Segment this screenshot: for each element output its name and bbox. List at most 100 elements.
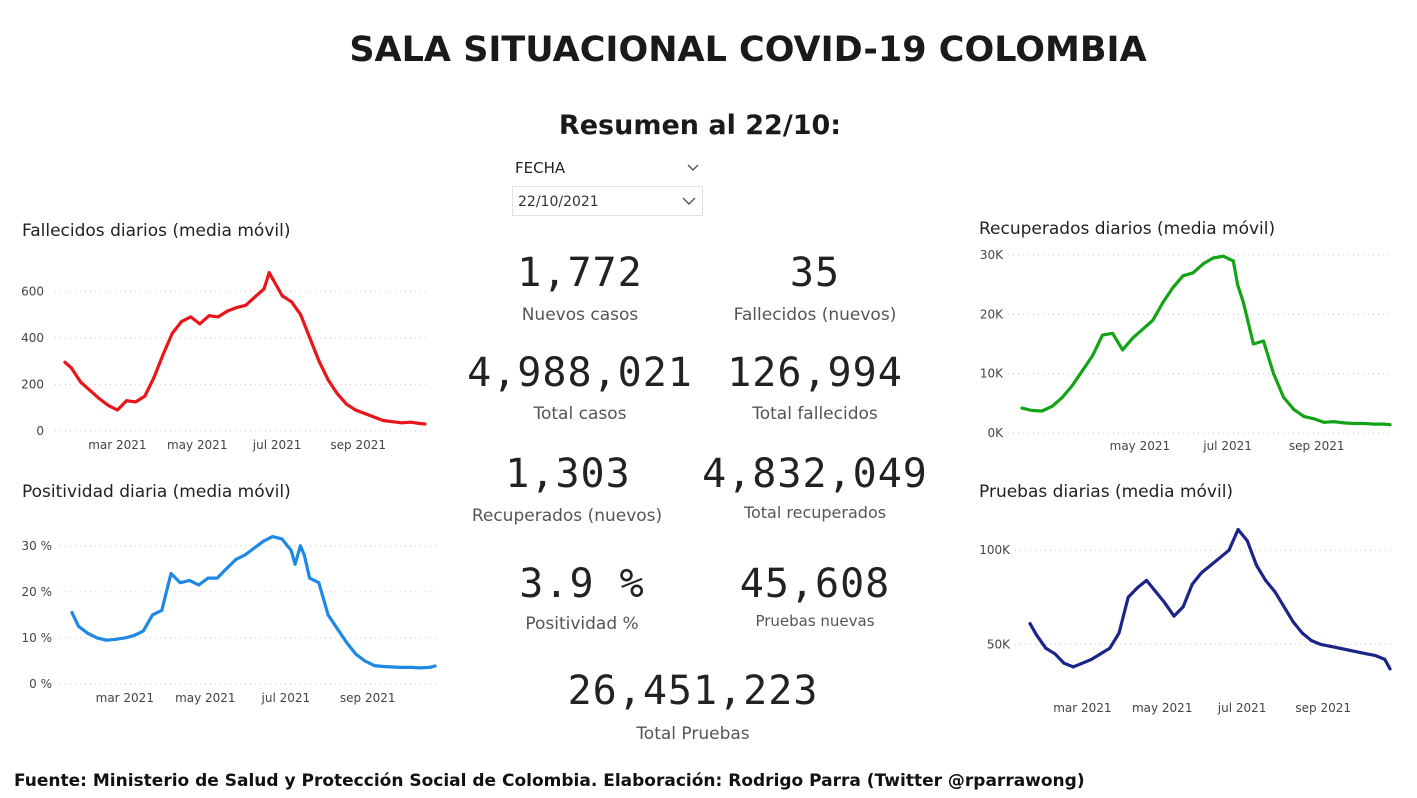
page-title: SALA SITUACIONAL COVID-19 COLOMBIA (349, 30, 1147, 70)
data-point (381, 419, 385, 423)
data-point (1101, 333, 1104, 337)
chart-pruebas: 50K 100K mar 2021 may 2021 jul 2021 sep 2021 (979, 527, 1392, 715)
data-point (302, 553, 306, 557)
data-point (1030, 408, 1034, 412)
chart-title-positividad: Positividad diaria (media móvil) (22, 482, 291, 502)
data-point (70, 366, 74, 370)
data-point (1231, 259, 1235, 263)
data-point (372, 415, 376, 419)
data-point (335, 392, 339, 396)
data-point (1264, 578, 1268, 582)
data-point (299, 313, 303, 317)
x-tick-label: jul 2021 (1217, 701, 1267, 715)
date-dropdown-value[interactable]: 22/10/2021 (518, 194, 599, 210)
x-tick-label: sep 2021 (340, 691, 396, 705)
y-tick-label: 30 % (22, 539, 53, 553)
data-point (1245, 539, 1249, 543)
y-tick-label: 10K (980, 367, 1004, 381)
data-point (1201, 262, 1205, 266)
kpi-label-total-casos: Total casos (533, 404, 627, 424)
data-point (363, 412, 367, 416)
data-point (1227, 548, 1231, 552)
data-point (280, 537, 284, 541)
y-tick-label: 30K (980, 248, 1004, 262)
data-point (1383, 657, 1387, 661)
data-point (1251, 342, 1255, 346)
data-point (1362, 422, 1366, 426)
data-point (1337, 646, 1341, 650)
kpi-value-fallecidos-nuevos: 35 (789, 250, 841, 296)
data-point (1126, 595, 1130, 599)
data-point (1328, 644, 1332, 648)
data-point (170, 331, 174, 335)
data-point (399, 421, 403, 425)
data-point (1282, 395, 1286, 399)
data-point (151, 613, 155, 617)
x-tick-label: may 2021 (175, 691, 236, 705)
kpi-label-total-pruebas: Total Pruebas (636, 724, 750, 744)
data-point (400, 665, 404, 669)
data-point (1241, 300, 1245, 304)
series-line (63, 271, 427, 426)
data-point (1071, 665, 1075, 669)
data-point (326, 378, 330, 382)
data-point (298, 544, 302, 548)
data-point (224, 567, 228, 571)
data-point (1020, 406, 1024, 410)
chart-title-recuperados: Recuperados diarios (media móvil) (979, 219, 1276, 239)
data-point (418, 422, 422, 426)
data-point (132, 634, 136, 638)
data-point (261, 539, 265, 543)
x-tick-label: jul 2021 (252, 438, 302, 452)
data-point (1151, 318, 1155, 322)
data-point (326, 613, 330, 617)
kpi-value-total-recuperados: 4,832,049 (702, 451, 928, 497)
x-tick-label: may 2021 (1132, 701, 1193, 715)
data-point (1190, 582, 1194, 586)
data-point (1273, 590, 1277, 594)
source-footer: Fuente: Ministerio de Salud y Protección… (14, 771, 1085, 791)
data-point (160, 608, 164, 612)
x-tick-label: jul 2021 (261, 691, 311, 705)
data-point (1053, 652, 1057, 656)
data-point (1181, 605, 1185, 609)
data-point (382, 664, 386, 668)
data-point (1300, 631, 1304, 635)
data-point (289, 300, 293, 304)
data-point (1035, 633, 1039, 637)
data-point (1355, 650, 1359, 654)
data-point (97, 396, 101, 400)
data-point (189, 315, 193, 319)
data-point (63, 360, 67, 364)
data-point (178, 581, 182, 585)
data-point (70, 611, 74, 615)
date-dropdown[interactable] (512, 186, 703, 216)
x-tick-label: mar 2021 (1053, 701, 1111, 715)
data-point (280, 294, 284, 298)
data-point (143, 394, 147, 398)
data-point (152, 375, 156, 379)
data-point (271, 278, 275, 282)
data-point (1262, 339, 1265, 343)
chevron-down-icon[interactable] (681, 194, 697, 208)
data-point (215, 576, 219, 580)
data-point (1342, 421, 1346, 425)
chevron-down-icon[interactable] (685, 160, 701, 176)
data-point (335, 627, 339, 631)
data-point (104, 638, 108, 642)
data-point (1319, 642, 1323, 646)
data-point (243, 553, 247, 557)
data-point (1171, 286, 1175, 290)
data-point (1090, 354, 1094, 358)
data-point (267, 271, 271, 275)
y-tick-label: 0 (36, 424, 44, 438)
data-point (1302, 414, 1306, 418)
data-point (308, 336, 312, 340)
data-point (317, 581, 321, 585)
kpi-label-total-fallecidos: Total fallecidos (752, 404, 878, 424)
data-point (253, 295, 257, 299)
data-point (1163, 601, 1167, 605)
y-tick-label: 20K (980, 307, 1004, 321)
y-tick-label: 100K (979, 543, 1011, 557)
data-point (169, 571, 173, 575)
